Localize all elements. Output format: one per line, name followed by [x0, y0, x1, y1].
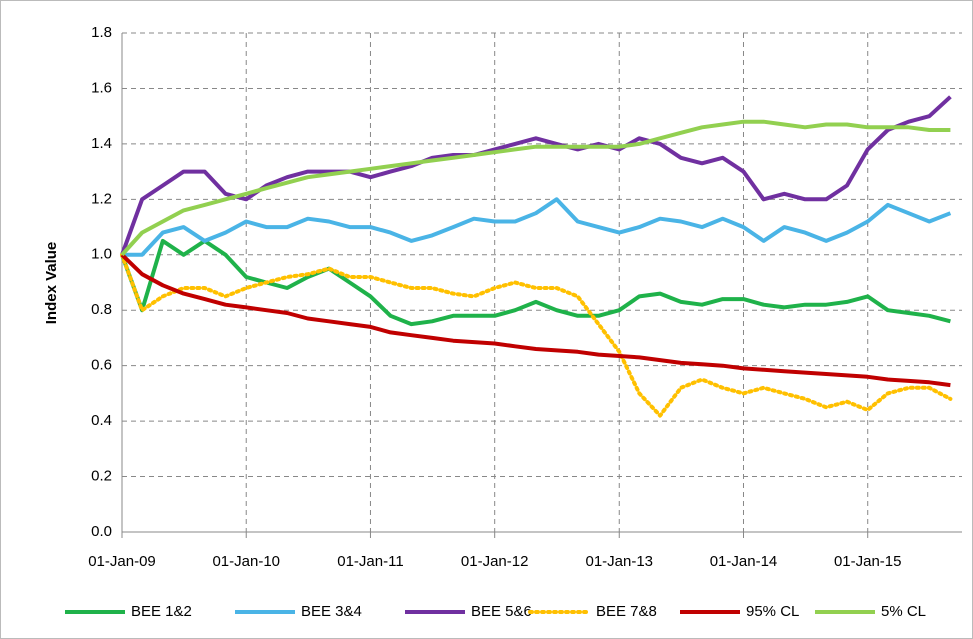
y-tick-label: 1.8: [91, 24, 112, 41]
legend-label: 95% CL: [746, 603, 799, 620]
x-tick-label: 01-Jan-10: [212, 553, 280, 570]
y-tick-label: 0.2: [91, 468, 112, 485]
y-axis-label: Index Value: [43, 242, 60, 325]
x-tick-label: 01-Jan-09: [88, 553, 156, 570]
series-line: [120, 119, 951, 257]
legend-label: BEE 5&6: [471, 603, 532, 620]
y-tick-label: 1.2: [91, 190, 112, 207]
series-line: [122, 197, 952, 257]
legend-label: BEE 7&8: [596, 603, 657, 620]
legend-label: 5% CL: [881, 603, 926, 620]
y-tick-label: 0.8: [91, 301, 112, 318]
y-tick-label: 0.4: [91, 412, 112, 429]
y-tick-label: 1.0: [91, 246, 112, 263]
y-tick-label: 0.6: [91, 357, 112, 374]
x-tick-label: 01-Jan-13: [585, 553, 653, 570]
x-tick-label: 01-Jan-14: [710, 553, 778, 570]
legend-label: BEE 3&4: [301, 603, 362, 620]
y-tick-label: 1.6: [91, 79, 112, 96]
series-line: [120, 238, 951, 327]
series-line: [120, 253, 951, 388]
series-line: [120, 252, 953, 418]
x-tick-label: 01-Jan-12: [461, 553, 529, 570]
y-tick-label: 0.0: [91, 523, 112, 540]
x-tick-label: 01-Jan-15: [834, 553, 902, 570]
y-tick-label: 1.4: [91, 135, 112, 152]
x-tick-label: 01-Jan-11: [337, 553, 403, 570]
legend-label: BEE 1&2: [131, 603, 192, 620]
